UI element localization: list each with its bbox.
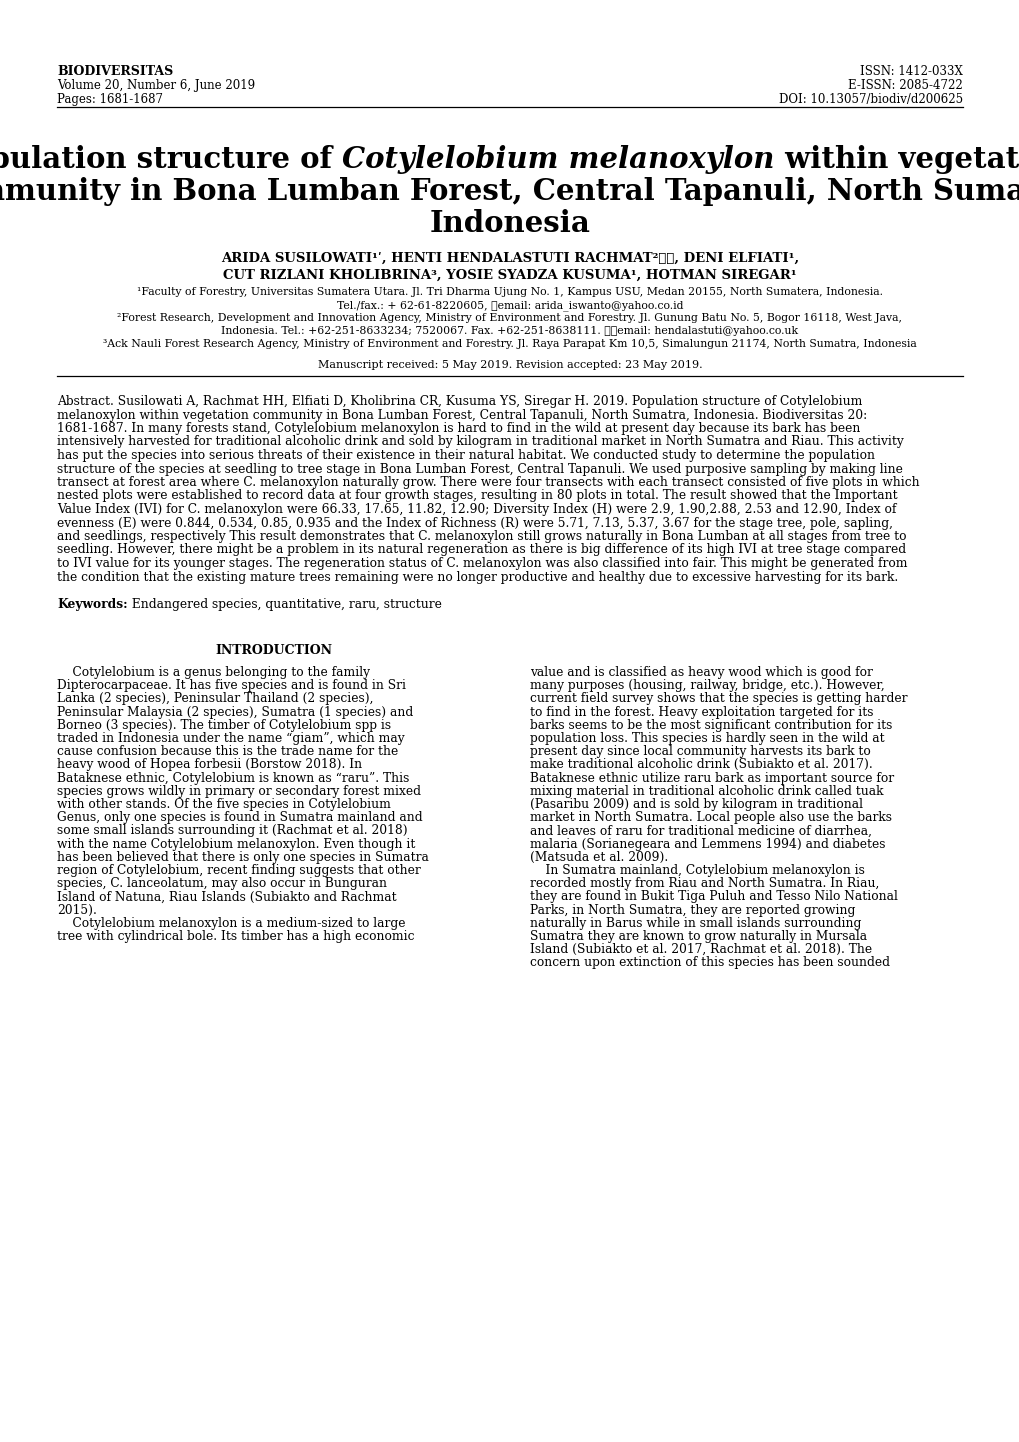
Text: region of Cotylelobium, recent finding suggests that other: region of Cotylelobium, recent finding s…: [57, 864, 421, 877]
Text: population loss. This species is hardly seen in the wild at: population loss. This species is hardly …: [530, 733, 883, 746]
Text: Island of Natuna, Riau Islands (Subiakto and Rachmat: Island of Natuna, Riau Islands (Subiakto…: [57, 890, 396, 903]
Text: Peninsular Malaysia (2 species), Sumatra (1 species) and: Peninsular Malaysia (2 species), Sumatra…: [57, 705, 413, 718]
Text: with the name Cotylelobium melanoxylon. Even though it: with the name Cotylelobium melanoxylon. …: [57, 838, 415, 851]
Text: species, C. lanceolatum, may also occur in Bunguran: species, C. lanceolatum, may also occur …: [57, 877, 386, 890]
Text: market in North Sumatra. Local people also use the barks: market in North Sumatra. Local people al…: [530, 812, 892, 825]
Text: mixing material in traditional alcoholic drink called tuak: mixing material in traditional alcoholic…: [530, 784, 882, 797]
Text: evenness (E) were 0.844, 0.534, 0.85, 0.935 and the Index of Richness (R) were 5: evenness (E) were 0.844, 0.534, 0.85, 0.…: [57, 516, 892, 529]
Text: concern upon extinction of this species has been sounded: concern upon extinction of this species …: [530, 956, 890, 969]
Text: Manuscript received: 5 May 2019. Revision accepted: 23 May 2019.: Manuscript received: 5 May 2019. Revisio…: [317, 360, 702, 371]
Text: ³Ack Nauli Forest Research Agency, Ministry of Environment and Forestry. Jl. Ray: ³Ack Nauli Forest Research Agency, Minis…: [103, 339, 916, 349]
Text: malaria (Sorianegeara and Lemmens 1994) and diabetes: malaria (Sorianegeara and Lemmens 1994) …: [530, 838, 884, 851]
Text: Genus, only one species is found in Sumatra mainland and: Genus, only one species is found in Suma…: [57, 812, 422, 825]
Text: 1681-1687. In many forests stand, Cotylelobium melanoxylon is hard to find in th: 1681-1687. In many forests stand, Cotyle…: [57, 423, 860, 435]
Text: Pages: 1681-1687: Pages: 1681-1687: [57, 92, 163, 107]
Text: present day since local community harvests its bark to: present day since local community harves…: [530, 746, 870, 758]
Text: Dipterocarpaceae. It has five species and is found in Sri: Dipterocarpaceae. It has five species an…: [57, 679, 406, 692]
Text: DOI: 10.13057/biodiv/d200625: DOI: 10.13057/biodiv/d200625: [779, 92, 962, 107]
Text: ¹Faculty of Forestry, Universitas Sumatera Utara. Jl. Tri Dharma Ujung No. 1, Ka: ¹Faculty of Forestry, Universitas Sumate…: [137, 287, 882, 297]
Text: Cotylelobium melanoxylon: Cotylelobium melanoxylon: [342, 146, 774, 174]
Text: tree with cylindrical bole. Its timber has a high economic: tree with cylindrical bole. Its timber h…: [57, 930, 414, 943]
Text: Island (Subiakto et al. 2017, Rachmat et al. 2018). The: Island (Subiakto et al. 2017, Rachmat et…: [530, 943, 871, 956]
Text: make traditional alcoholic drink (Subiakto et al. 2017).: make traditional alcoholic drink (Subiak…: [530, 758, 872, 771]
Text: Sumatra they are known to grow naturally in Mursala: Sumatra they are known to grow naturally…: [530, 930, 866, 943]
Text: Keywords:: Keywords:: [57, 598, 127, 611]
Text: Cotylelobium melanoxylon is a medium-sized to large: Cotylelobium melanoxylon is a medium-siz…: [57, 917, 406, 930]
Text: has been believed that there is only one species in Sumatra: has been believed that there is only one…: [57, 851, 428, 864]
Text: nested plots were established to record data at four growth stages, resulting in: nested plots were established to record …: [57, 489, 897, 502]
Text: heavy wood of Hopea forbesii (Borstow 2018). In: heavy wood of Hopea forbesii (Borstow 20…: [57, 758, 362, 771]
Text: seedling. However, there might be a problem in its natural regeneration as there: seedling. However, there might be a prob…: [57, 544, 905, 557]
Text: Volume 20, Number 6, June 2019: Volume 20, Number 6, June 2019: [57, 79, 255, 92]
Text: Tel./fax.: + 62-61-8220605, ★email: arida_iswanto@yahoo.co.id: Tel./fax.: + 62-61-8220605, ★email: arid…: [336, 300, 683, 310]
Text: Indonesia: Indonesia: [429, 209, 590, 238]
Text: Endangered species, quantitative, raru, structure: Endangered species, quantitative, raru, …: [127, 598, 441, 611]
Text: intensively harvested for traditional alcoholic drink and sold by kilogram in tr: intensively harvested for traditional al…: [57, 435, 903, 448]
Text: Value Index (IVI) for C. melanoxylon were 66.33, 17.65, 11.82, 12.90; Diversity : Value Index (IVI) for C. melanoxylon wer…: [57, 503, 896, 516]
Text: INTRODUCTION: INTRODUCTION: [215, 645, 331, 658]
Text: naturally in Barus while in small islands surrounding: naturally in Barus while in small island…: [530, 917, 860, 930]
Text: 2015).: 2015).: [57, 904, 97, 917]
Text: Abstract. Susilowati A, Rachmat HH, Elfiati D, Kholibrina CR, Kusuma YS, Siregar: Abstract. Susilowati A, Rachmat HH, Elfi…: [57, 395, 861, 408]
Text: melanoxylon within vegetation community in Bona Lumban Forest, Central Tapanuli,: melanoxylon within vegetation community …: [57, 408, 866, 421]
Text: to IVI value for its younger stages. The regeneration status of C. melanoxylon w: to IVI value for its younger stages. The…: [57, 557, 907, 570]
Text: CUT RIZLANI KHOLIBRINA³, YOSIE SYADZA KUSUMA¹, HOTMAN SIREGAR¹: CUT RIZLANI KHOLIBRINA³, YOSIE SYADZA KU…: [223, 270, 796, 283]
Text: (Pasaribu 2009) and is sold by kilogram in traditional: (Pasaribu 2009) and is sold by kilogram …: [530, 797, 862, 810]
Text: and leaves of raru for traditional medicine of diarrhea,: and leaves of raru for traditional medic…: [530, 825, 871, 838]
Text: has put the species into serious threats of their existence in their natural hab: has put the species into serious threats…: [57, 448, 874, 461]
Text: value and is classified as heavy wood which is good for: value and is classified as heavy wood wh…: [530, 666, 872, 679]
Text: ²Forest Research, Development and Innovation Agency, Ministry of Environment and: ²Forest Research, Development and Innova…: [117, 313, 902, 323]
Text: E-ISSN: 2085-4722: E-ISSN: 2085-4722: [848, 79, 962, 92]
Text: In Sumatra mainland, Cotylelobium melanoxylon is: In Sumatra mainland, Cotylelobium melano…: [530, 864, 864, 877]
Text: Lanka (2 species), Peninsular Thailand (2 species),: Lanka (2 species), Peninsular Thailand (…: [57, 692, 373, 705]
Text: Parks, in North Sumatra, they are reported growing: Parks, in North Sumatra, they are report…: [530, 904, 855, 917]
Text: (Matsuda et al. 2009).: (Matsuda et al. 2009).: [530, 851, 667, 864]
Text: ARIDA SUSILOWATI¹ʹ, HENTI HENDALASTUTI RACHMAT²ᵮᵮ, DENI ELFIATI¹,: ARIDA SUSILOWATI¹ʹ, HENTI HENDALASTUTI R…: [221, 252, 798, 265]
Text: Cotylelobium is a genus belonging to the family: Cotylelobium is a genus belonging to the…: [57, 666, 370, 679]
Text: to find in the forest. Heavy exploitation targeted for its: to find in the forest. Heavy exploitatio…: [530, 705, 872, 718]
Text: recorded mostly from Riau and North Sumatra. In Riau,: recorded mostly from Riau and North Suma…: [530, 877, 878, 890]
Text: with other stands. Of the five species in Cotylelobium: with other stands. Of the five species i…: [57, 797, 390, 810]
Text: species grows wildly in primary or secondary forest mixed: species grows wildly in primary or secon…: [57, 784, 421, 797]
Text: transect at forest area where C. melanoxylon naturally grow. There were four tra: transect at forest area where C. melanox…: [57, 476, 919, 489]
Text: traded in Indonesia under the name “giam”, which may: traded in Indonesia under the name “giam…: [57, 733, 405, 746]
Text: barks seems to be the most significant contribution for its: barks seems to be the most significant c…: [530, 718, 892, 731]
Text: the condition that the existing mature trees remaining were no longer productive: the condition that the existing mature t…: [57, 571, 898, 584]
Text: Indonesia. Tel.: +62-251-8633234; 7520067. Fax. +62-251-8638111. ★★email: hendal: Indonesia. Tel.: +62-251-8633234; 752006…: [221, 326, 798, 336]
Text: many purposes (housing, railway, bridge, etc.). However,: many purposes (housing, railway, bridge,…: [530, 679, 883, 692]
Text: community in Bona Lumban Forest, Central Tapanuli, North Sumatra,: community in Bona Lumban Forest, Central…: [0, 177, 1019, 206]
Text: ISSN: 1412-033X: ISSN: 1412-033X: [859, 65, 962, 78]
Text: BIODIVERSITAS: BIODIVERSITAS: [57, 65, 173, 78]
Text: current field survey shows that the species is getting harder: current field survey shows that the spec…: [530, 692, 907, 705]
Text: Borneo (3 species). The timber of Cotylelobium spp is: Borneo (3 species). The timber of Cotyle…: [57, 718, 390, 731]
Text: some small islands surrounding it (Rachmat et al. 2018): some small islands surrounding it (Rachm…: [57, 825, 408, 838]
Text: structure of the species at seedling to tree stage in Bona Lumban Forest, Centra: structure of the species at seedling to …: [57, 463, 902, 476]
Text: within vegetation: within vegetation: [774, 146, 1019, 174]
Text: Bataknese ethnic utilize raru bark as important source for: Bataknese ethnic utilize raru bark as im…: [530, 771, 894, 784]
Text: cause confusion because this is the trade name for the: cause confusion because this is the trad…: [57, 746, 397, 758]
Text: Bataknese ethnic, Cotylelobium is known as “raru”. This: Bataknese ethnic, Cotylelobium is known …: [57, 771, 409, 784]
Text: and seedlings, respectively This result demonstrates that C. melanoxylon still g: and seedlings, respectively This result …: [57, 531, 906, 544]
Text: they are found in Bukit Tiga Puluh and Tesso Nilo National: they are found in Bukit Tiga Puluh and T…: [530, 890, 897, 903]
Text: Population structure of: Population structure of: [0, 146, 342, 174]
